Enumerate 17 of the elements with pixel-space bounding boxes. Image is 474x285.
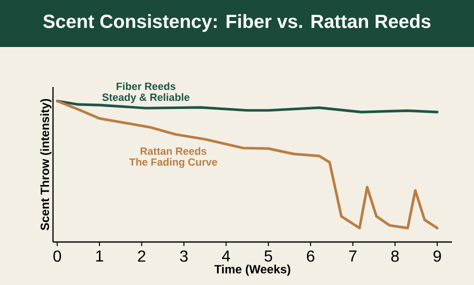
x-tick-label: 7 <box>349 250 356 262</box>
series-label: Fiber Reeds <box>116 82 176 90</box>
x-tick-label: 6 <box>306 250 314 262</box>
x-tick-label: 3 <box>180 250 188 262</box>
y-axis-title: Scent Throw (intensity) <box>40 99 52 230</box>
series-label: Rattan Reeds <box>140 147 206 155</box>
chart-title: Scent Consistency: Fiber vs. Rattan Reeds <box>43 14 430 32</box>
x-tick-label: 2 <box>138 250 146 262</box>
annotation: The Fading Curve <box>129 158 218 168</box>
x-tick-label: 9 <box>434 250 441 262</box>
x-tick-label: 1 <box>96 250 104 262</box>
x-axis-title: Time (Weeks) <box>214 264 290 276</box>
x-tick-label: 0 <box>53 250 62 262</box>
annotation: Steady & Reliable <box>102 93 190 104</box>
x-tick-label: 4 <box>222 250 230 262</box>
x-tick-label: 5 <box>264 250 272 262</box>
x-tick-label: 8 <box>391 250 399 262</box>
